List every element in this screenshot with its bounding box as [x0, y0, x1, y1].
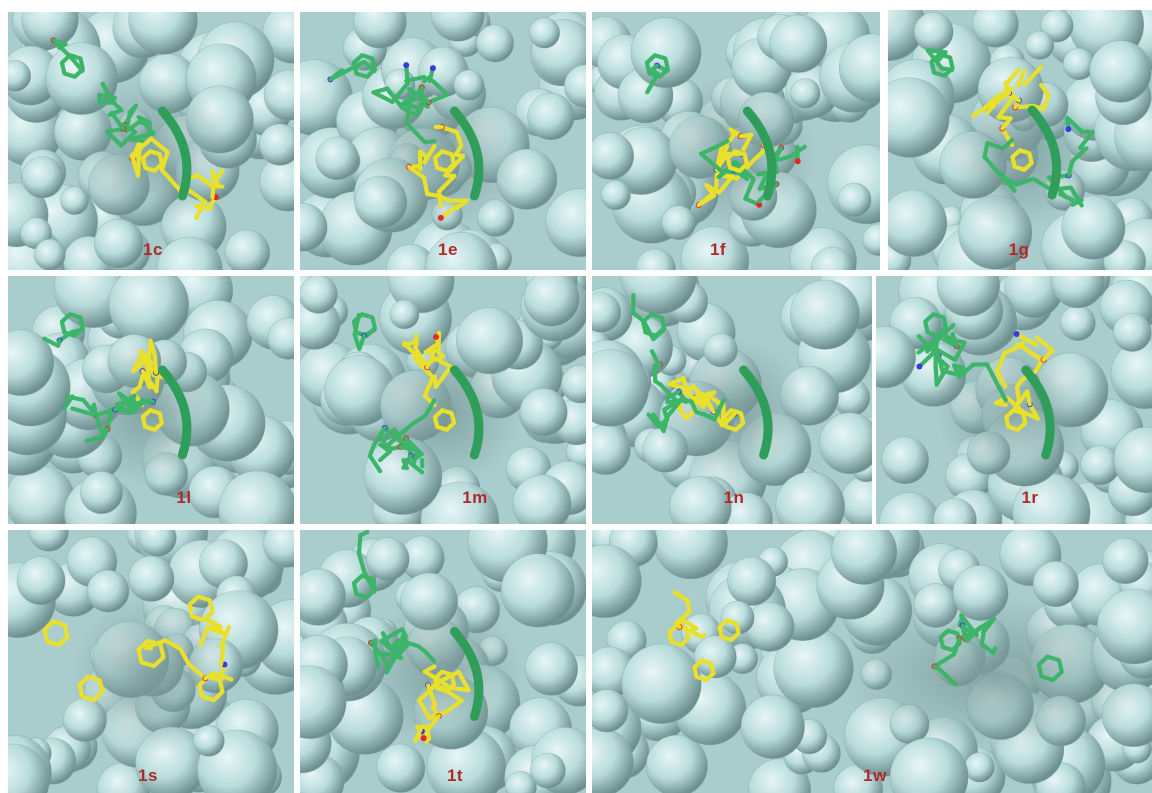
panel-1t: 1t [300, 530, 586, 793]
molecular-surface [300, 530, 586, 793]
molecular-surface [300, 12, 586, 270]
panel-1g: 1g [888, 10, 1152, 270]
panel-label: 1r [1021, 488, 1039, 507]
molecular-surface [8, 276, 294, 524]
panel-1l: 1l [8, 276, 294, 524]
panel-1r: 1r [876, 276, 1152, 524]
panel-label: 1n [723, 488, 745, 507]
panel-label: 1m [462, 488, 488, 507]
panel-label: 1s [138, 766, 158, 785]
molecular-surface [876, 276, 1152, 524]
molecular-surface [300, 276, 586, 524]
molecular-surface [592, 530, 1152, 793]
panel-1n: 1n [592, 276, 872, 524]
panel-label: 1c [143, 240, 163, 259]
panel-label: 1w [863, 766, 887, 785]
panel-1m: 1m [300, 276, 586, 524]
panel-label: 1e [438, 240, 458, 259]
panel-1f: 1f [592, 12, 880, 270]
panel-1s: 1s [8, 530, 294, 793]
panel-label: 1g [1008, 240, 1030, 259]
panel-1c: 1c [8, 12, 294, 270]
panel-label: 1t [446, 766, 464, 785]
molecular-surface [592, 12, 880, 270]
molecular-surface [8, 12, 294, 270]
panel-label: 1l [176, 488, 192, 507]
molecular-surface [592, 276, 872, 524]
panel-label: 1f [709, 240, 727, 259]
molecular-surface [888, 10, 1152, 270]
panel-1w: 1w [592, 530, 1152, 793]
panel-1e: 1e [300, 12, 586, 270]
molecular-surface [8, 530, 294, 793]
